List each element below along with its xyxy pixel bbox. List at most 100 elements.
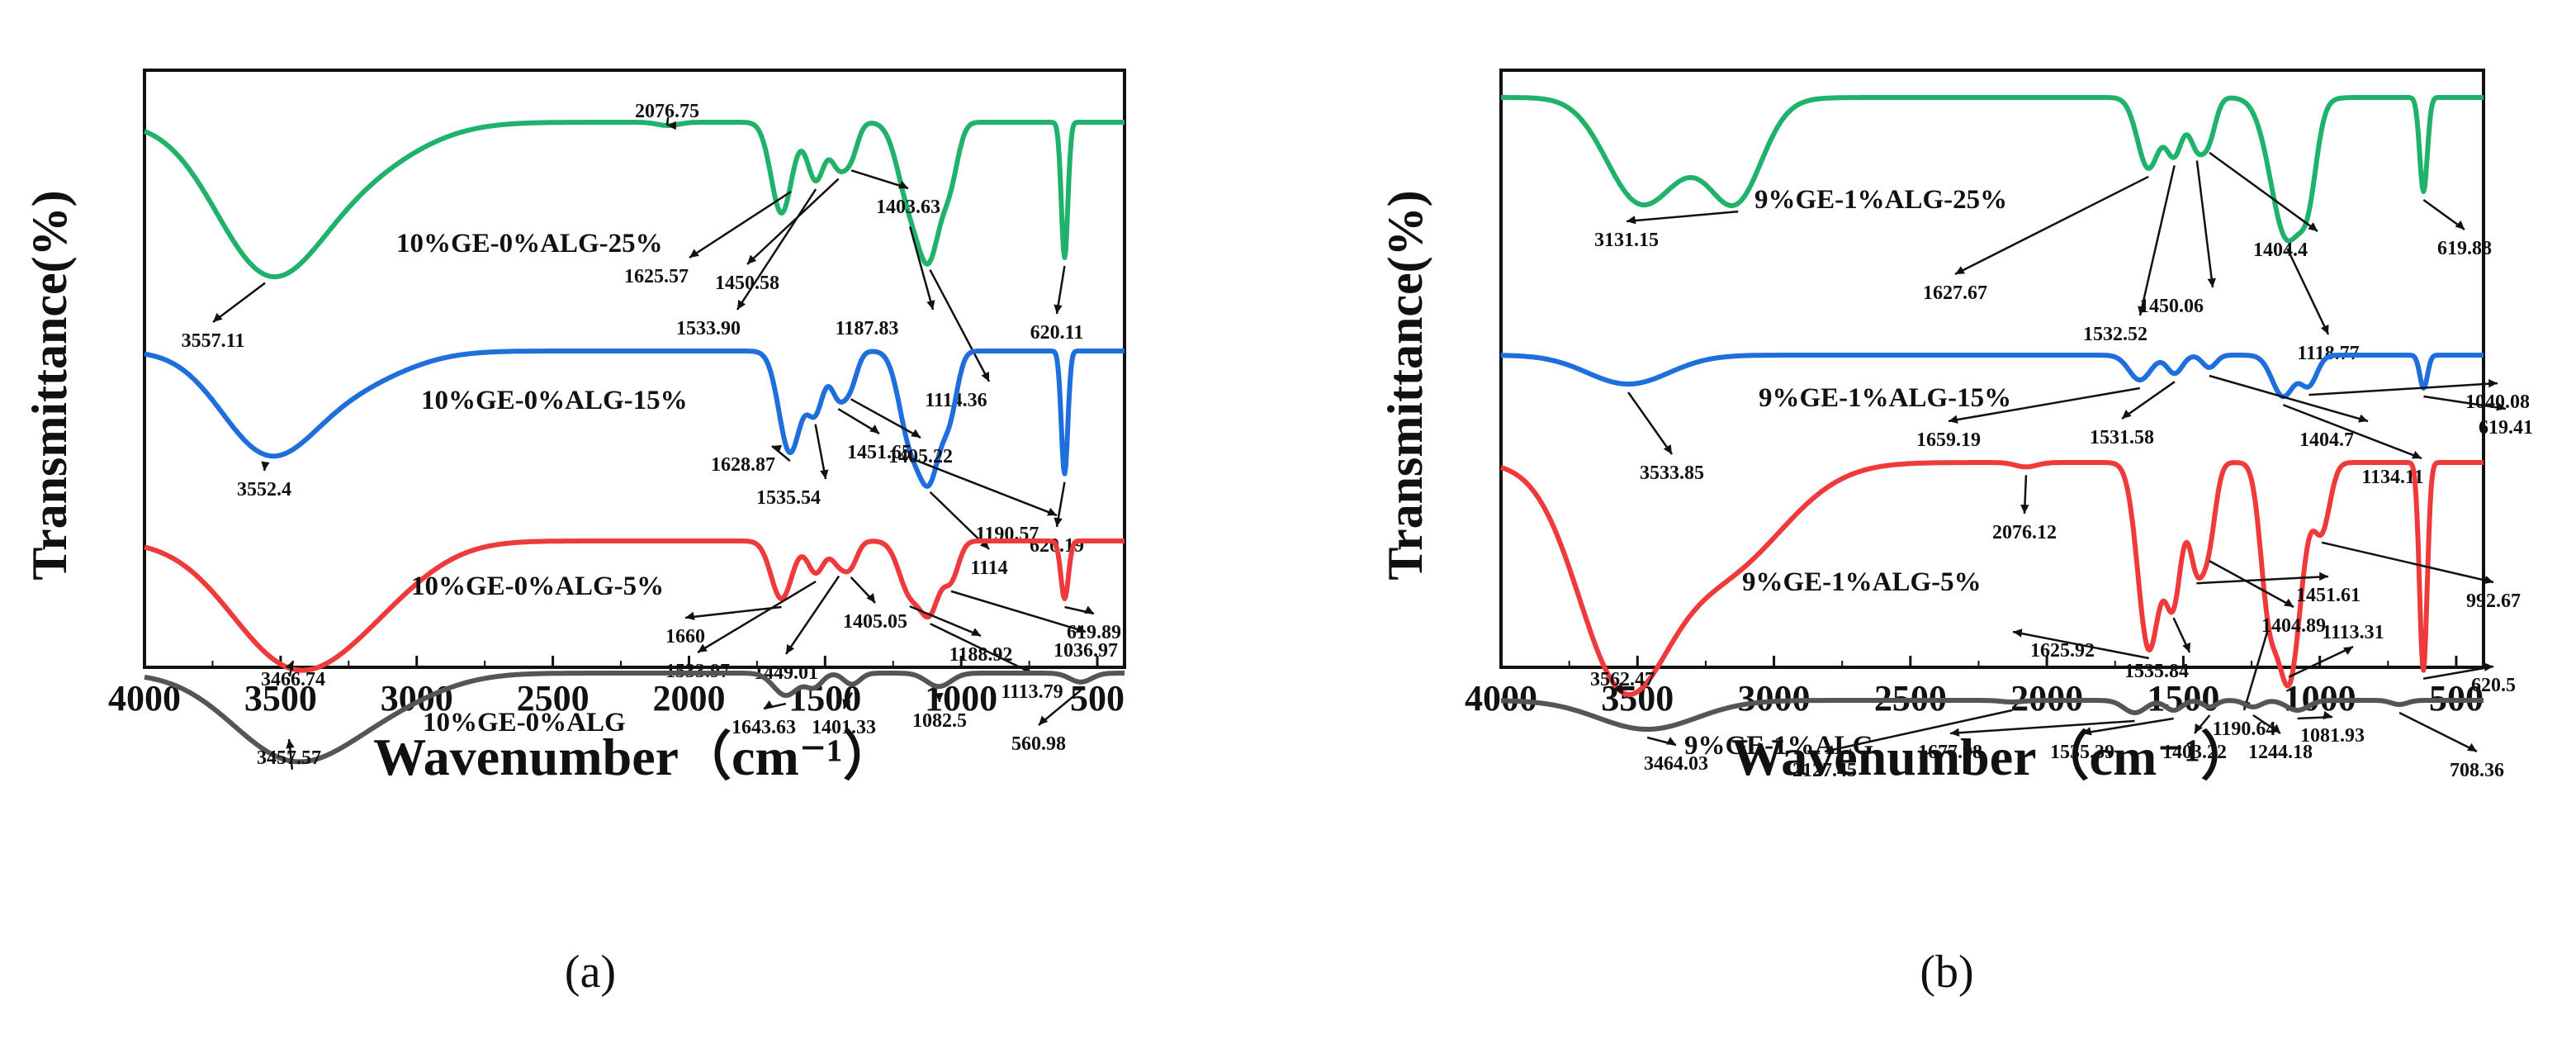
panel-caption-label: (b) xyxy=(1920,946,1973,998)
peak-arrow-head xyxy=(1076,624,1086,633)
peak-label: 1533.90 xyxy=(676,318,741,339)
peak-arrow xyxy=(2308,382,2498,396)
peak-arrow-head xyxy=(667,121,676,130)
peak-arrow xyxy=(2138,165,2176,316)
peak-label: 619.41 xyxy=(2479,417,2533,439)
peak-arrow-head xyxy=(2488,378,2498,388)
peak-arrow-head xyxy=(898,180,908,189)
peak-arrow-head xyxy=(2082,727,2092,736)
series-line xyxy=(1499,353,2485,400)
peak-label: 3457.57 xyxy=(257,747,321,769)
peak-arrow-head xyxy=(1666,737,1676,745)
peak-arrow xyxy=(930,623,1033,675)
plot-frame xyxy=(1499,69,2485,669)
series-line xyxy=(1499,460,2485,697)
peak-arrow-head xyxy=(213,312,223,322)
peak-arrow-head xyxy=(2013,628,2023,638)
peak-arrow xyxy=(2286,248,2330,335)
peak-label: 1082.5 xyxy=(912,710,967,732)
peak-arrow xyxy=(2209,151,2318,233)
peak-arrow xyxy=(665,116,670,126)
peak-arrow-head xyxy=(1825,745,1835,754)
peak-label: 1628.87 xyxy=(711,454,775,476)
peak-arrow xyxy=(2242,629,2269,711)
peak-arrow xyxy=(746,178,840,265)
peak-arrow-head xyxy=(2455,220,2465,230)
peak-arrow xyxy=(697,580,817,654)
series-label: 9%GE-1%ALG-25% xyxy=(1754,185,2007,215)
peak-arrow-head xyxy=(685,611,695,621)
peak-arrow-head xyxy=(971,628,981,636)
peak-label: 1531.58 xyxy=(2090,427,2154,448)
peak-label: 1643.63 xyxy=(732,717,796,738)
series-line xyxy=(1499,95,2485,244)
peak-arrow xyxy=(908,457,1058,517)
peak-arrow-head xyxy=(926,300,935,310)
peak-arrow xyxy=(2196,575,2329,585)
peak-arrow-head xyxy=(1613,684,1622,694)
peak-arrow-head xyxy=(2284,598,2294,607)
peak-arrow-head xyxy=(737,300,746,310)
x-tick-label: 2500 xyxy=(517,678,590,719)
y-axis-title: Transmittance(%) xyxy=(22,190,77,580)
peak-label: 1627.67 xyxy=(1923,282,1987,304)
peak-arrow-head xyxy=(1950,728,1960,737)
series-line xyxy=(143,349,1126,489)
peak-arrow xyxy=(784,575,841,655)
series-label: 9%GE-1%ALG xyxy=(1684,731,1873,761)
peak-arrow xyxy=(736,188,817,311)
peak-label: 1660 xyxy=(665,626,705,647)
peak-arrow-head xyxy=(1054,304,1063,314)
y-axis-title: Transmittance(%) xyxy=(1378,190,1432,580)
peak-label: 1535.39 xyxy=(2050,742,2114,763)
peak-label: 1187.83 xyxy=(836,318,899,339)
peak-label: 1404.7 xyxy=(2299,429,2354,451)
peak-arrow-head xyxy=(286,739,295,749)
peak-arrow-head xyxy=(689,249,699,258)
peak-label: 3466.74 xyxy=(261,669,325,690)
peak-label: 1450.58 xyxy=(715,273,779,294)
series-line xyxy=(1499,698,2485,732)
peak-arrow-head xyxy=(764,700,774,709)
peak-label: 1535.84 xyxy=(2124,661,2189,682)
peak-label: 1114 xyxy=(970,557,1007,579)
peak-arrow xyxy=(1627,391,1674,455)
peak-arrow xyxy=(1626,210,1739,223)
peak-arrow-head xyxy=(747,254,757,264)
peak-arrow-head xyxy=(981,372,989,382)
peak-arrow xyxy=(1948,387,2140,423)
peak-arrow xyxy=(2195,160,2214,288)
peak-arrow-head xyxy=(2122,410,2132,419)
peak-label: 1451.65 xyxy=(847,442,912,463)
peak-arrow-head xyxy=(935,692,944,702)
peak-label: 1677.98 xyxy=(1918,742,1982,763)
peak-arrow xyxy=(2321,541,2494,584)
peak-arrow-head xyxy=(866,593,875,603)
peak-arrow xyxy=(2121,381,2176,420)
peak-arrow xyxy=(1038,689,1082,726)
panel-caption-label: (a) xyxy=(565,946,616,998)
peak-arrow xyxy=(909,605,982,638)
peak-label: 1625.57 xyxy=(624,266,689,287)
peak-arrow xyxy=(2081,717,2174,735)
plot-frame xyxy=(143,69,1126,669)
peak-arrow-head xyxy=(698,643,708,652)
peak-arrow xyxy=(689,191,792,259)
series-line xyxy=(143,120,1126,280)
peak-label: 3562.47 xyxy=(1590,669,1655,690)
peak-arrow-head xyxy=(1627,216,1636,225)
peak-label: 620.5 xyxy=(2471,675,2516,696)
peak-arrow xyxy=(929,269,991,382)
peak-arrow-head xyxy=(2308,222,2318,231)
peak-arrow-head xyxy=(772,444,782,453)
peak-label: 2127.45 xyxy=(1792,760,1857,781)
peak-label: 619.88 xyxy=(2437,238,2492,259)
peak-label: 1403.22 xyxy=(2162,742,2227,763)
x-axis-title: Wavenumber（cm⁻¹） xyxy=(1731,728,2253,786)
peak-arrow-head xyxy=(2412,450,2422,459)
peak-arrow-head xyxy=(2020,505,2029,514)
x-tick-label: 3500 xyxy=(244,678,317,719)
peak-arrow xyxy=(909,226,935,311)
peak-arrow xyxy=(2209,374,2369,423)
peak-label: 1532.52 xyxy=(2083,324,2147,345)
